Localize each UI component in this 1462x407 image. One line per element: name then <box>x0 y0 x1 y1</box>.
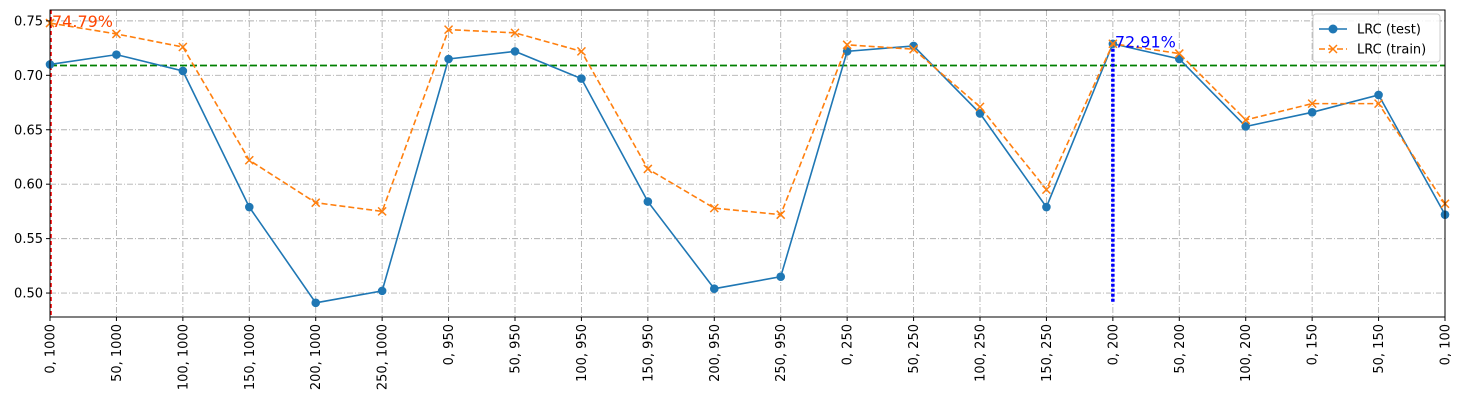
x-tick-label: 0, 200 <box>1106 324 1121 365</box>
y-tick-label: 0.65 <box>14 123 43 138</box>
data-point-train <box>709 203 719 213</box>
plot-frame <box>49 9 1446 318</box>
data-point-train <box>311 198 321 208</box>
x-tick-label: 200, 1000 <box>309 324 324 390</box>
data-point-train <box>244 155 254 165</box>
data-point-test <box>577 74 586 83</box>
legend-train-marker <box>1328 44 1338 54</box>
x-tick-label: 50, 200 <box>1173 324 1188 374</box>
data-point-test <box>776 272 786 282</box>
plot-background <box>50 10 1445 317</box>
data-point-test <box>311 298 321 308</box>
data-point-test <box>178 66 188 76</box>
data-point-train <box>1241 115 1251 125</box>
x-tick-label: 50, 250 <box>907 324 922 374</box>
data-point-test <box>975 109 985 118</box>
data-point-test <box>244 202 254 212</box>
axes-group: 0, 1000 50, 1000 100, 1000 150, 1000 200, 10… <box>14 14 1453 390</box>
data-point-train <box>1307 99 1317 109</box>
x-tick-label: 150, 950 <box>641 324 656 382</box>
x-tick-label: 50, 950 <box>509 324 524 374</box>
legend-box <box>1312 13 1441 63</box>
y-tick-label: 0.50 <box>14 287 43 302</box>
x-tick-label: 0, 150 <box>1306 324 1321 365</box>
data-point-train <box>1041 185 1051 195</box>
x-tick-label: 100, 200 <box>1239 324 1254 382</box>
series-group <box>45 18 1450 308</box>
x-tick-label: 50, 1000 <box>110 324 125 382</box>
legend-test-label: LRC (test) <box>1357 23 1421 38</box>
annotations-group: 74.79% 72.91% <box>52 12 1176 52</box>
data-point-train <box>111 29 121 39</box>
x-tick-label: 50, 150 <box>1372 324 1387 374</box>
data-point-train <box>776 210 786 220</box>
x-tick-label: 100, 950 <box>575 324 590 382</box>
series-line-test <box>49 42 1446 304</box>
x-tick-label: 0, 1000 <box>44 324 59 374</box>
data-point-test <box>1307 108 1317 117</box>
data-point-train <box>842 40 852 50</box>
x-tick-label: 250, 950 <box>774 324 789 382</box>
x-tick-label: 0, 950 <box>442 324 457 365</box>
x-tick-label: 150, 1000 <box>243 324 258 390</box>
data-point-test <box>112 50 121 59</box>
data-point-test <box>1042 202 1051 212</box>
data-point-train <box>576 46 586 56</box>
data-point-train <box>1374 99 1384 109</box>
data-point-train <box>510 28 520 38</box>
x-tick-label: 250, 1000 <box>376 324 391 390</box>
legend-train-label: LRC (train) <box>1357 43 1426 58</box>
series-line-train <box>49 22 1446 216</box>
data-point-test <box>643 197 653 206</box>
x-tick-label: 0, 250 <box>841 324 856 365</box>
annotation-max-train: 74.79% <box>52 12 113 31</box>
x-tick-label: 0, 100 <box>1439 324 1454 365</box>
x-tick-label: 100, 250 <box>974 324 989 382</box>
x-tick-label: 100, 1000 <box>176 324 191 390</box>
x-tick-label: 150, 250 <box>1040 324 1055 382</box>
data-point-test <box>510 47 520 56</box>
data-point-train <box>377 206 387 216</box>
data-point-test <box>709 284 719 293</box>
legend-test-marker <box>1328 24 1338 34</box>
legend: LRC (test) LRC (train) <box>1312 13 1441 63</box>
x-tick-label: 200, 950 <box>708 324 723 382</box>
data-point-train <box>1108 39 1118 49</box>
data-point-train <box>975 102 985 112</box>
data-point-train <box>1174 49 1184 59</box>
data-point-train <box>909 44 919 54</box>
y-tick-label: 0.70 <box>14 69 43 84</box>
data-point-test <box>444 54 453 64</box>
annotation-best-test: 72.91% <box>1115 33 1176 52</box>
y-tick-label: 0.60 <box>14 178 43 193</box>
data-point-train <box>643 164 653 174</box>
data-point-test <box>1174 54 1184 64</box>
data-point-test <box>1241 122 1251 131</box>
data-point-test <box>377 286 387 296</box>
data-point-train <box>178 42 188 52</box>
y-tick-label: 0.75 <box>14 14 43 29</box>
data-point-train <box>444 25 454 35</box>
data-point-test <box>1374 90 1383 100</box>
y-tick-label: 0.55 <box>14 232 43 247</box>
